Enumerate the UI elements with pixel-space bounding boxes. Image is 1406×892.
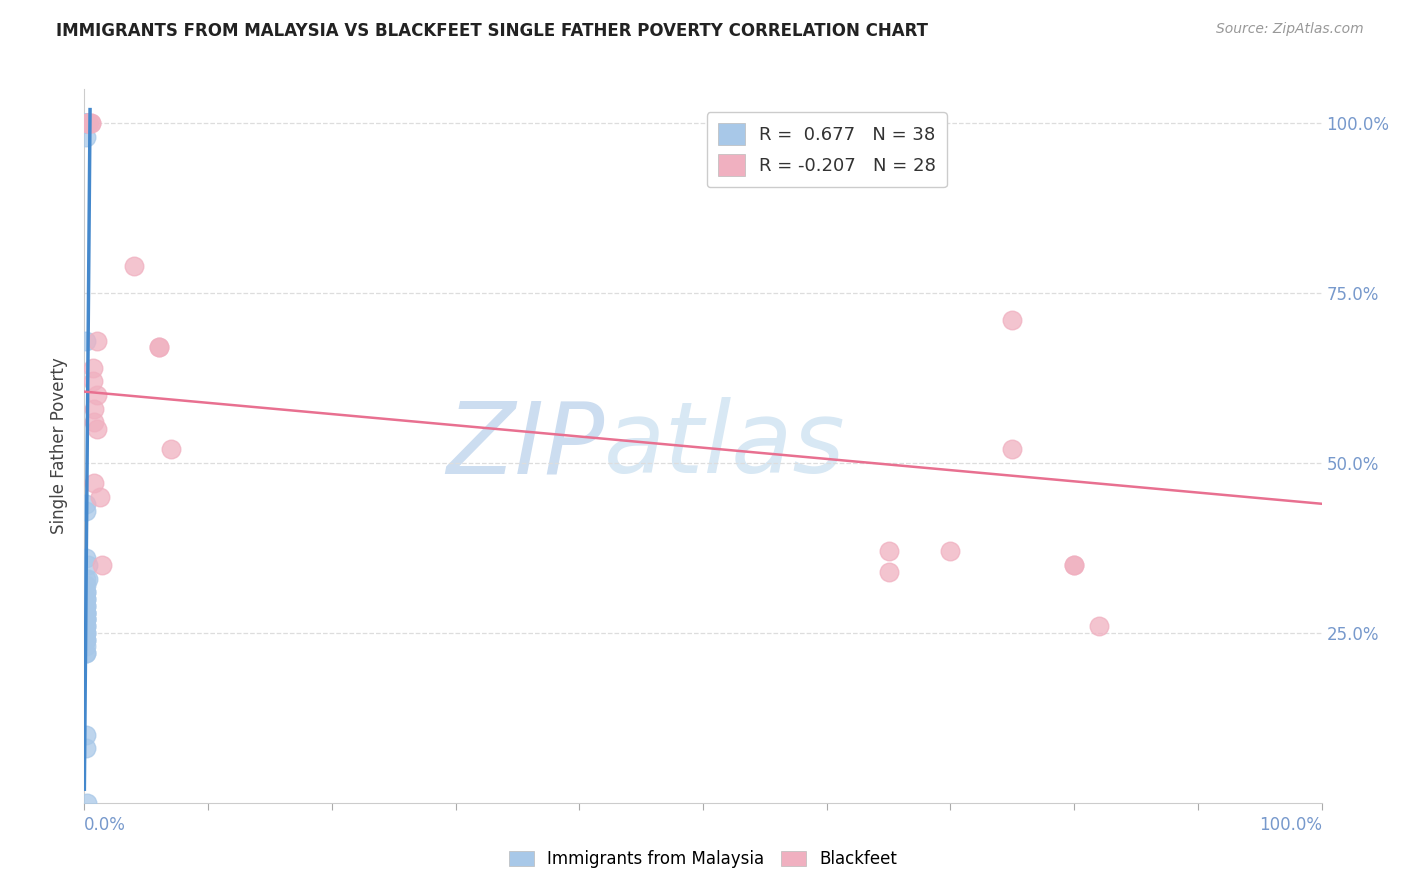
Point xyxy=(939,544,962,558)
Point xyxy=(75,728,97,742)
Point xyxy=(82,375,104,389)
Point xyxy=(1063,558,1085,572)
Point xyxy=(86,388,108,402)
Point xyxy=(75,116,97,130)
Point xyxy=(75,626,97,640)
Point xyxy=(75,619,97,633)
Point xyxy=(1088,619,1111,633)
Point xyxy=(75,585,97,599)
Point xyxy=(160,442,183,457)
Legend: Immigrants from Malaysia, Blackfeet: Immigrants from Malaysia, Blackfeet xyxy=(502,844,904,875)
Text: 100.0%: 100.0% xyxy=(1258,816,1322,834)
Point xyxy=(75,626,97,640)
Point xyxy=(75,334,97,348)
Point xyxy=(77,116,100,130)
Point xyxy=(75,606,97,620)
Point xyxy=(75,116,97,130)
Point xyxy=(75,585,97,599)
Point xyxy=(75,606,97,620)
Point xyxy=(75,503,97,517)
Point xyxy=(75,646,97,660)
Point xyxy=(83,415,105,429)
Point xyxy=(77,116,100,130)
Point xyxy=(75,640,97,654)
Text: 0.0%: 0.0% xyxy=(84,816,127,834)
Point xyxy=(148,341,170,355)
Point xyxy=(75,599,97,613)
Point xyxy=(76,796,98,810)
Point xyxy=(77,558,100,572)
Point xyxy=(75,632,97,647)
Point xyxy=(75,591,97,606)
Point xyxy=(86,422,108,436)
Point xyxy=(79,116,101,130)
Point xyxy=(82,360,104,375)
Point xyxy=(86,334,108,348)
Point xyxy=(75,632,97,647)
Point xyxy=(75,116,97,130)
Point xyxy=(75,591,97,606)
Point xyxy=(75,612,97,626)
Point xyxy=(122,259,145,273)
Point xyxy=(83,401,105,416)
Point xyxy=(77,572,100,586)
Point xyxy=(75,116,97,130)
Point xyxy=(1063,558,1085,572)
Point xyxy=(75,578,97,592)
Point xyxy=(1001,442,1024,457)
Point xyxy=(75,612,97,626)
Point xyxy=(90,558,112,572)
Point xyxy=(877,565,900,579)
Point xyxy=(83,476,105,491)
Point xyxy=(75,497,97,511)
Point xyxy=(877,544,900,558)
Point xyxy=(148,341,170,355)
Point xyxy=(75,612,97,626)
Point xyxy=(75,599,97,613)
Y-axis label: Single Father Poverty: Single Father Poverty xyxy=(51,358,69,534)
Point xyxy=(75,619,97,633)
Point xyxy=(79,116,101,130)
Text: atlas: atlas xyxy=(605,398,845,494)
Point xyxy=(75,551,97,566)
Point xyxy=(75,646,97,660)
Point xyxy=(75,129,97,144)
Point xyxy=(75,741,97,756)
Point xyxy=(1001,313,1024,327)
Point xyxy=(77,116,100,130)
Point xyxy=(75,606,97,620)
Point xyxy=(89,490,111,504)
Text: ZIP: ZIP xyxy=(446,398,605,494)
Point xyxy=(75,116,97,130)
Text: Source: ZipAtlas.com: Source: ZipAtlas.com xyxy=(1216,22,1364,37)
Legend: R =  0.677   N = 38, R = -0.207   N = 28: R = 0.677 N = 38, R = -0.207 N = 28 xyxy=(707,112,946,187)
Point xyxy=(75,572,97,586)
Text: IMMIGRANTS FROM MALAYSIA VS BLACKFEET SINGLE FATHER POVERTY CORRELATION CHART: IMMIGRANTS FROM MALAYSIA VS BLACKFEET SI… xyxy=(56,22,928,40)
Point xyxy=(77,116,100,130)
